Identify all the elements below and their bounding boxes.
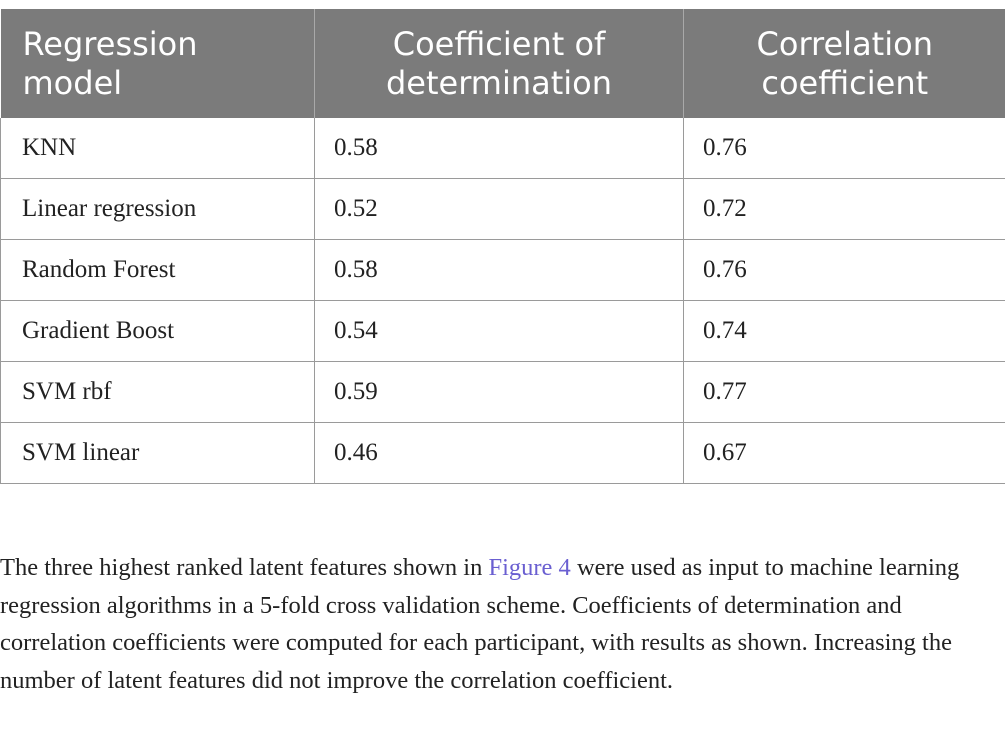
- header-line: Coefficient of: [392, 24, 606, 63]
- results-table: Regression model Coefficient of determin…: [0, 9, 1005, 484]
- r2-cell: 0.59: [314, 361, 684, 423]
- header-line: Regression: [22, 24, 198, 63]
- header-line: model: [22, 63, 123, 102]
- model-name-cell: Linear regression: [0, 178, 315, 240]
- footnote-text: were used as input to machine learning r…: [0, 554, 960, 694]
- r2-cell: 0.46: [314, 422, 684, 484]
- r2-cell: 0.54: [314, 300, 684, 362]
- table-row: Gradient Boost 0.54 0.74: [0, 300, 1005, 362]
- correlation-cell: 0.76: [683, 239, 1005, 301]
- header-regression-model: Regression model: [0, 9, 315, 118]
- figure-4-link[interactable]: Figure 4: [488, 554, 571, 581]
- r2-cell: 0.58: [314, 118, 684, 179]
- model-name-cell: SVM rbf: [0, 361, 315, 423]
- table-row: SVM rbf 0.59 0.77: [0, 361, 1005, 423]
- correlation-cell: 0.72: [683, 178, 1005, 240]
- r2-cell: 0.52: [314, 178, 684, 240]
- r2-cell: 0.58: [314, 239, 684, 301]
- correlation-cell: 0.74: [683, 300, 1005, 362]
- table-row: Random Forest 0.58 0.76: [0, 239, 1005, 301]
- header-line: determination: [385, 63, 613, 102]
- header-correlation-coefficient: Correlation coefficient: [683, 9, 1005, 118]
- correlation-cell: 0.67: [683, 422, 1005, 484]
- model-name-cell: Random Forest: [0, 239, 315, 301]
- table-row: KNN 0.58 0.76: [0, 118, 1005, 179]
- table-row: Linear regression 0.52 0.72: [0, 178, 1005, 240]
- table-footnote: The three highest ranked latent features…: [0, 549, 1000, 699]
- model-name-cell: KNN: [0, 118, 315, 179]
- header-line: Correlation: [756, 24, 933, 63]
- table-body: KNN 0.58 0.76 Linear regression 0.52 0.7…: [0, 118, 1005, 484]
- model-name-cell: Gradient Boost: [0, 300, 315, 362]
- table-row: SVM linear 0.46 0.67: [0, 422, 1005, 484]
- correlation-cell: 0.77: [683, 361, 1005, 423]
- table-header: Regression model Coefficient of determin…: [0, 9, 1005, 118]
- correlation-cell: 0.76: [683, 118, 1005, 179]
- footnote-text: The three highest ranked latent features…: [0, 554, 489, 581]
- header-coefficient-of-determination: Coefficient of determination: [314, 9, 684, 118]
- model-name-cell: SVM linear: [0, 422, 315, 484]
- header-row: Regression model Coefficient of determin…: [0, 9, 1005, 118]
- header-line: coefficient: [761, 63, 929, 102]
